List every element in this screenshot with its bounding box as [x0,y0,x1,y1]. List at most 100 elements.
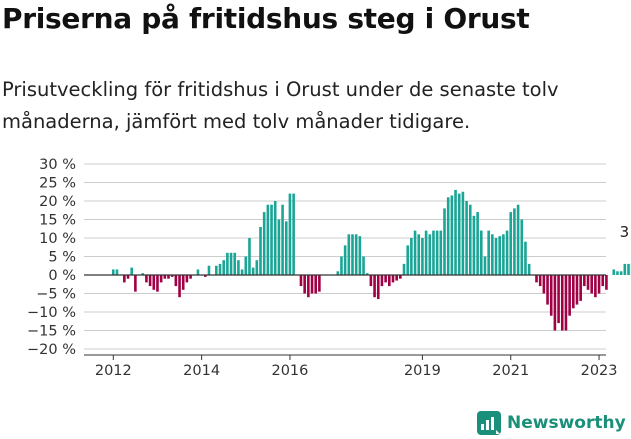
bar [112,269,115,275]
bar [376,275,380,300]
bar [535,275,538,283]
chart-title: Priserna på fritidshus steg i Orust [2,2,530,35]
bar [351,234,354,275]
bar [163,275,167,279]
bar [255,260,259,275]
bar [597,275,601,294]
bar [564,275,568,331]
bar [421,238,424,275]
bar [402,263,406,275]
bar [314,275,317,294]
bar [619,271,623,275]
bar [546,275,549,305]
bar [568,275,571,316]
bar [292,193,295,275]
bar [240,269,244,275]
bar [380,275,384,287]
bar [281,204,284,275]
bar [148,275,152,287]
bar [590,275,593,294]
bar [572,275,575,309]
bar [428,234,432,275]
bar [123,275,126,283]
bar [454,189,457,275]
bar [365,273,369,275]
bar [369,275,373,287]
bar [318,275,321,292]
bar [284,221,288,275]
bar [156,275,159,292]
bar [189,275,192,279]
bar [134,275,137,292]
bar [487,230,490,275]
bar [229,252,233,275]
bar [480,230,483,275]
y-tick-label: 30 % [39,157,76,173]
bar [307,275,310,298]
bar-chart: 30 % 25 % 20 % 15 % 10 % 5 % 0 % −5 % −10 % −15 %… [27,157,631,379]
bar [520,219,524,275]
bar [557,275,560,324]
bar [207,265,211,275]
bar [159,275,163,283]
bar [152,275,156,290]
bar [468,204,472,275]
bar [627,263,630,275]
bar [483,256,487,275]
bar [347,234,351,275]
bar [616,271,619,275]
bar [259,226,262,275]
bar [494,238,498,275]
bar [130,267,133,275]
bar [196,269,200,275]
bar [549,275,553,316]
bar [502,234,505,275]
bar [461,191,465,275]
bar [605,275,608,290]
bar [336,271,340,275]
bar [406,245,409,275]
y-tick-label: 20 % [39,194,76,210]
bar [424,230,428,275]
bar [476,212,479,275]
bar [513,208,516,275]
bar [450,195,454,275]
bar [583,275,586,287]
bar [395,275,398,281]
newsworthy-logo-icon [477,411,501,435]
bar [273,201,277,275]
y-tick-label: 10 % [39,231,76,247]
bar [277,219,281,275]
bar [538,275,542,287]
bar [579,275,582,301]
bar [340,256,343,275]
bar [491,234,494,275]
bar [623,263,627,275]
bar [439,230,443,275]
bar [270,204,273,275]
bar [170,275,174,277]
y-tick-label: 0 % [48,268,76,284]
bar [443,208,446,275]
x-tick-label: 2023 [581,363,618,379]
bar [373,275,376,298]
bar [524,241,527,275]
x-tick-label: 2014 [183,363,220,379]
y-tick-label: 5 % [48,250,76,266]
y-tick-label: −20 % [27,342,76,358]
bar [388,275,391,287]
brand-name: Newsworthy [507,413,626,433]
bar [299,275,303,287]
chart-subtitle: Prisutveckling för fritidshus i Orust un… [2,78,559,133]
bar [560,275,564,331]
bar [354,234,358,275]
bar [115,269,119,275]
bar [384,275,387,283]
x-tick-label: 2016 [271,363,308,379]
bar [141,273,145,275]
bar [244,256,248,275]
x-tick-label: 2019 [404,363,441,379]
bar [248,238,251,275]
y-tick-label: −15 % [27,324,76,340]
bar [594,275,597,298]
